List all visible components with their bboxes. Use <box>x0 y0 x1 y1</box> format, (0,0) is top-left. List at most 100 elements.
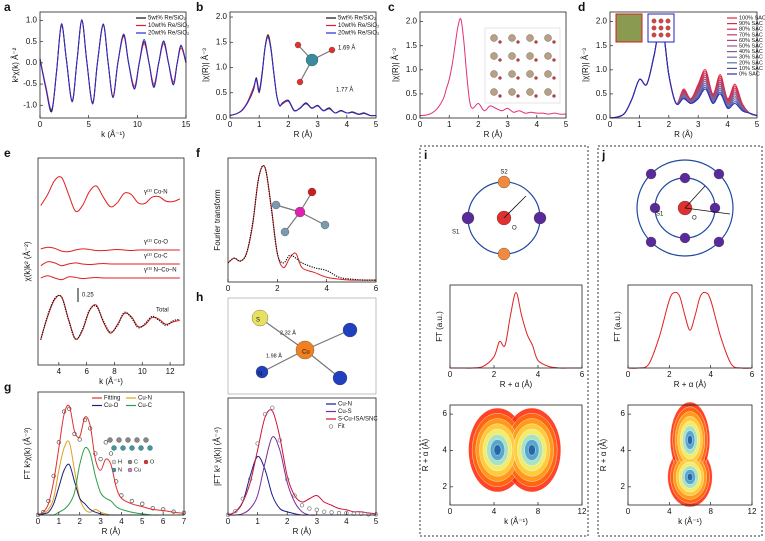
arrow-icon <box>684 185 706 209</box>
atom-icon <box>490 70 498 78</box>
atom-icon <box>490 88 498 96</box>
y-axis-label: Fourier transform <box>213 189 222 251</box>
atom-icon <box>516 58 520 62</box>
x-axis-label: k (Å⁻¹) <box>678 517 702 526</box>
y-tick-label: 1.0 <box>216 63 228 72</box>
data-point <box>307 506 312 511</box>
x-tick-label: 4 <box>344 517 349 526</box>
annotation: N <box>258 372 262 378</box>
atom-icon <box>125 437 131 443</box>
series-label: γ⁽²⁾ Co-O <box>144 239 168 246</box>
y-axis-label: |χ(R)| Å⁻³ <box>391 48 400 82</box>
panel-label: j <box>601 148 605 162</box>
x-axis-label: k (Å⁻¹) <box>99 377 123 386</box>
panel-label: b <box>196 0 203 14</box>
x-tick-label: 4 <box>725 120 730 129</box>
atom-icon <box>534 40 538 44</box>
atom-icon <box>658 32 664 38</box>
data-point <box>255 441 260 446</box>
x-tick-label: 0 <box>448 370 453 379</box>
x-tick-label: 0 <box>448 507 453 516</box>
x-tick-label: 3 <box>315 517 320 526</box>
legend-swatch <box>328 424 334 429</box>
legend-label: 5wt% Re/SiO₂ <box>148 16 187 22</box>
atom-icon <box>111 459 117 465</box>
data-point <box>336 510 342 516</box>
atom-icon <box>271 200 281 210</box>
series-label: Total <box>156 308 169 314</box>
x-tick-label: 3 <box>505 120 510 129</box>
atom-icon <box>645 236 657 248</box>
data-point <box>351 511 356 516</box>
atom-icon <box>120 445 126 451</box>
x-tick-label: 1 <box>255 517 260 526</box>
x-tick-label: 2 <box>275 284 280 293</box>
atom-icon <box>709 202 721 214</box>
annotation: 1.98 Å <box>266 352 282 359</box>
legend-label: S-Cu-ISA/SNC <box>338 417 378 423</box>
x-tick-label: 2 <box>667 370 672 379</box>
x-axis-label: R (Å) <box>674 130 693 139</box>
atom-icon <box>490 34 498 42</box>
atom-icon <box>552 58 556 62</box>
x-tick-label: 0 <box>626 507 631 516</box>
atom-icon <box>534 58 538 62</box>
x-tick-label: 2 <box>286 120 291 129</box>
annotation: 2.32 Å <box>280 329 296 336</box>
data-line <box>227 165 376 281</box>
atom-icon <box>665 25 671 31</box>
annotation: Cu <box>134 467 141 473</box>
annotation: O <box>512 226 517 232</box>
panel-i-frame <box>419 145 589 537</box>
x-tick-label: 0 <box>226 517 231 526</box>
atom-icon <box>645 168 657 180</box>
atom-icon <box>490 52 498 60</box>
panel-label: f <box>196 146 201 160</box>
data-point <box>359 511 364 516</box>
legend-label: 50% SAC <box>739 43 763 49</box>
atom-icon <box>143 437 149 443</box>
legend-label: 60% SAC <box>739 38 763 44</box>
atom-icon <box>328 46 336 54</box>
data-line <box>227 455 376 516</box>
y-tick-label: 0.5 <box>26 37 38 46</box>
legend-label: 70% SAC <box>739 32 763 38</box>
x-tick-label: 0 <box>608 120 613 129</box>
atom-icon <box>534 94 538 98</box>
x-tick-label: 8 <box>536 507 541 516</box>
x-tick-label: 1 <box>57 517 62 526</box>
x-tick-label: 1 <box>447 120 452 129</box>
data-point <box>240 496 245 501</box>
plot-frame <box>449 404 583 506</box>
data-point <box>160 507 166 512</box>
y-axis-label: |χ(R)| Å⁻³ <box>201 48 210 82</box>
plot-frame <box>627 284 753 369</box>
x-axis-label: k (Å⁻¹) <box>504 517 528 526</box>
y-tick-label: 1.5 <box>406 41 418 50</box>
legend-label: 40% SAC <box>739 49 763 55</box>
atom-icon <box>295 340 315 360</box>
atom-icon <box>497 247 511 261</box>
atom-icon <box>552 76 556 80</box>
atom-icon <box>508 88 516 96</box>
x-tick-label: 4 <box>667 507 672 516</box>
x-tick-label: 6 <box>580 370 585 379</box>
annotation: S2 <box>500 170 508 176</box>
y-tick-label: 0.5 <box>406 89 418 98</box>
x-tick-label: 6 <box>750 370 755 379</box>
data-line <box>37 440 184 516</box>
x-tick-label: 8 <box>112 367 117 376</box>
atom-icon <box>296 78 304 86</box>
legend-label: 20% SAC <box>739 60 763 66</box>
plot-frame <box>627 404 753 506</box>
legend-label: 100% SAC <box>739 15 765 21</box>
data-point <box>103 440 108 445</box>
data-point <box>366 512 371 517</box>
atom-icon <box>251 309 269 327</box>
x-tick-label: 0 <box>228 120 233 129</box>
data-line <box>227 164 377 281</box>
x-tick-label: 4 <box>345 120 350 129</box>
annotation: O <box>692 216 697 222</box>
data-line <box>229 36 377 117</box>
